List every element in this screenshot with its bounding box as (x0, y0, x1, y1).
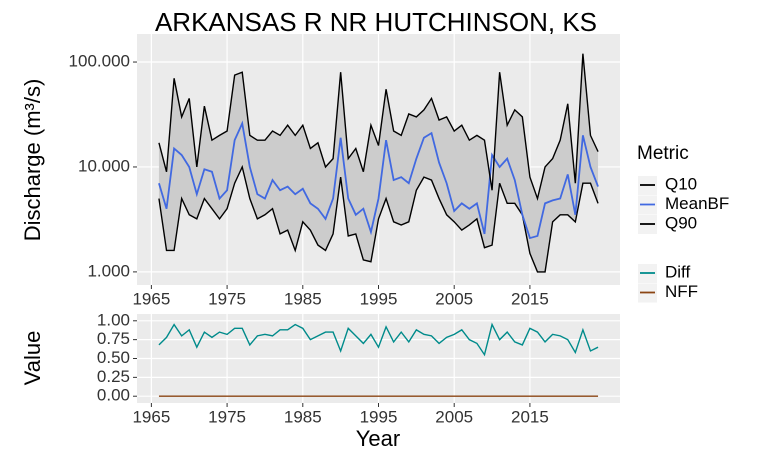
y-tick-label: 10.000 (78, 156, 130, 175)
legend-label: MeanBF (665, 194, 729, 213)
legend-label: Diff (665, 262, 690, 281)
chart-title: ARKANSAS R NR HUTCHINSON, KS (155, 7, 597, 37)
series-line (158, 322, 599, 357)
x-tick-label: 1975 (208, 289, 246, 308)
y-tick-label: 100.000 (69, 52, 130, 71)
legend-label: Q10 (665, 174, 697, 193)
y-tick-label: 1.000 (87, 261, 130, 280)
ribbon (158, 53, 599, 272)
series-line (158, 120, 599, 240)
y-tick-label: 0.00 (97, 386, 130, 405)
y-tick-label: 1.00 (97, 310, 130, 329)
series-line (158, 53, 599, 202)
x-tick-label: 1965 (132, 289, 170, 308)
series-line (158, 164, 599, 273)
x-tick-label: 1985 (284, 407, 322, 426)
y-tick-label: 0.50 (97, 348, 130, 367)
x-tick-label: 2005 (435, 407, 473, 426)
x-tick-label: 2005 (435, 289, 473, 308)
y-axis-title: Value (20, 331, 45, 386)
x-tick-label: 1995 (360, 407, 398, 426)
legend-label: NFF (665, 282, 698, 301)
x-tick-label: 1965 (132, 407, 170, 426)
y-tick-label: 0.75 (97, 329, 130, 348)
x-tick-label: 1995 (360, 289, 398, 308)
y-tick-label: 0.25 (97, 367, 130, 386)
x-axis-title: Year (356, 426, 400, 451)
legend-title: Metric (637, 143, 689, 164)
x-tick-label: 2015 (511, 407, 549, 426)
y-axis-title: Discharge (m³/s) (20, 79, 45, 242)
legend-label: Q90 (665, 213, 697, 232)
x-tick-label: 2015 (511, 289, 549, 308)
x-tick-label: 1975 (208, 407, 246, 426)
x-tick-label: 1985 (284, 289, 322, 308)
